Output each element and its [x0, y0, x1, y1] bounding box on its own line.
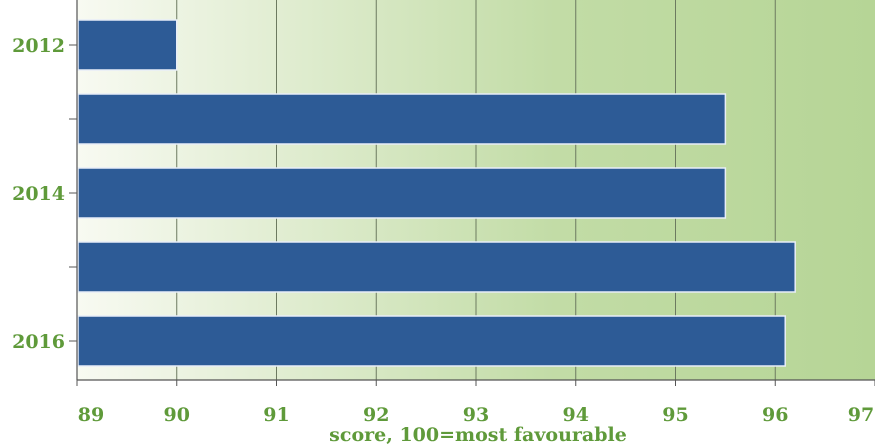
- bar-2015: [77, 241, 796, 293]
- bar-2016: [77, 315, 786, 367]
- bar-2012: [77, 19, 178, 71]
- y-tick-label: 2016: [12, 331, 65, 353]
- x-axis-label: score, 100=most favourable: [329, 424, 627, 446]
- x-tick-label: 97: [848, 404, 874, 426]
- bars: [77, 19, 796, 367]
- x-tick-label: 95: [662, 404, 688, 426]
- category-labels: 2012 2014 2016: [12, 35, 77, 353]
- x-tick-label: 96: [762, 404, 788, 426]
- x-tick-label: 93: [463, 404, 489, 426]
- bar-2014: [77, 167, 727, 219]
- y-tick-label: 2014: [12, 183, 65, 205]
- y-tick-label: 2012: [12, 35, 65, 57]
- x-tick-label: 89: [78, 404, 104, 426]
- axes: [76, 0, 875, 386]
- tick-labels: 89 90 91 92 93 94 95 96 97: [78, 404, 874, 426]
- x-tick-label: 91: [263, 404, 289, 426]
- bar-2013: [77, 93, 727, 145]
- x-tick-label: 90: [164, 404, 190, 426]
- x-tick-label: 92: [363, 404, 389, 426]
- x-tick-label: 94: [563, 404, 589, 426]
